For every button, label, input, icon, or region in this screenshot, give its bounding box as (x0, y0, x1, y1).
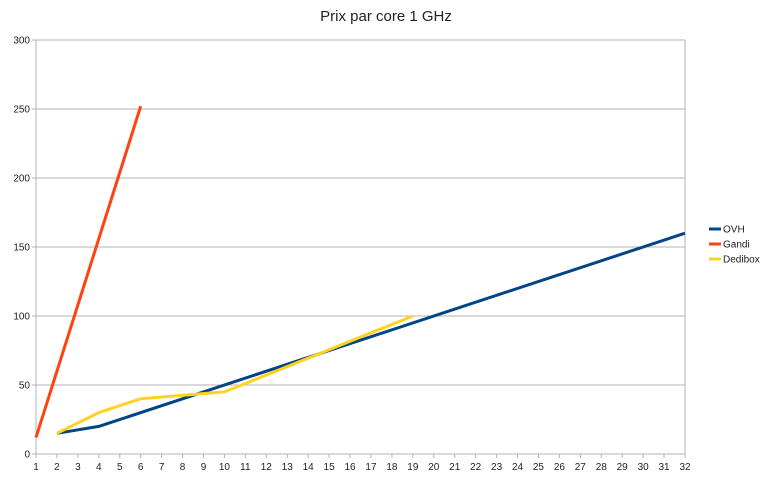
x-tick-label: 26 (554, 462, 566, 473)
legend-label: OVH (723, 225, 745, 236)
x-tick-label: 23 (491, 462, 503, 473)
x-tick-label: 19 (407, 462, 419, 473)
x-tick-label: 22 (470, 462, 482, 473)
x-tick-label: 6 (138, 462, 144, 473)
grid (32, 39, 685, 455)
x-tick-label: 18 (386, 462, 398, 473)
x-tick-label: 25 (533, 462, 545, 473)
x-tick-label: 11 (240, 462, 251, 473)
y-tick-label: 300 (13, 36, 30, 47)
x-tick-label: 16 (344, 462, 356, 473)
x-tick-label: 9 (201, 462, 207, 473)
x-tick-label: 1 (33, 462, 39, 473)
x-tick-label: 12 (261, 462, 273, 473)
y-tick-label: 50 (19, 381, 31, 392)
series-line-ovh (56, 231, 686, 435)
y-tick-label: 250 (13, 105, 30, 116)
x-tick-label: 24 (512, 462, 524, 473)
legend-label: Dedibox (723, 255, 760, 266)
chart-title: Prix par core 1 GHz (320, 8, 452, 25)
x-tick-label: 10 (219, 462, 231, 473)
y-tick-label: 150 (13, 243, 30, 254)
x-tick-label: 32 (679, 462, 691, 473)
x-tick-label: 13 (282, 462, 294, 473)
x-tick-label: 20 (428, 462, 440, 473)
x-tick-label: 31 (659, 462, 671, 473)
y-tick-label: 100 (13, 312, 30, 323)
y-tick-label: 200 (13, 174, 30, 185)
x-tick-label: 3 (75, 462, 81, 473)
x-tick-label: 14 (303, 462, 315, 473)
x-tick-label: 2 (54, 462, 60, 473)
x-tick-label: 4 (96, 462, 102, 473)
series-line-dedibox (56, 314, 414, 435)
series-line-gandi (34, 105, 143, 438)
legend-label: Gandi (723, 240, 750, 251)
legend: OVH Gandi Dedibox (709, 225, 760, 266)
x-tick-label: 29 (617, 462, 629, 473)
x-tick-label: 21 (449, 462, 461, 473)
x-tick-label: 5 (117, 462, 123, 473)
x-tick-label: 7 (159, 462, 165, 473)
x-tick-label: 15 (324, 462, 336, 473)
x-tick-label: 28 (596, 462, 608, 473)
y-tick-label: 0 (24, 450, 30, 461)
x-tick-label: 17 (365, 462, 377, 473)
x-tick-label: 27 (575, 462, 587, 473)
series-lines (34, 105, 686, 438)
x-tick-label: 8 (180, 462, 186, 473)
x-tick-label: 30 (638, 462, 650, 473)
